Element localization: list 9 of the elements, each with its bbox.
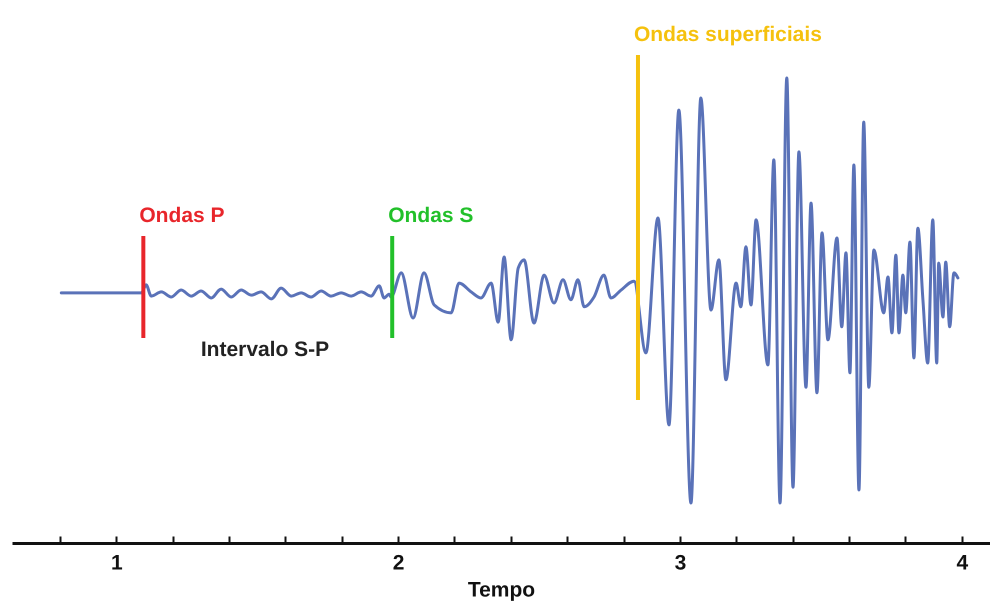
ref-line-label: Ondas P [139,204,225,227]
ref-line-label: Ondas S [388,204,474,227]
x-axis-title: Tempo [468,578,536,602]
annotation: Intervalo S-P [200,338,330,361]
x-tick-label: 1 [110,552,123,574]
x-tick-label: 4 [956,552,968,574]
x-tick-label: 2 [392,552,404,574]
x-tick-label: 3 [674,552,686,574]
ref-line-label: Ondas superficiais [634,23,822,46]
